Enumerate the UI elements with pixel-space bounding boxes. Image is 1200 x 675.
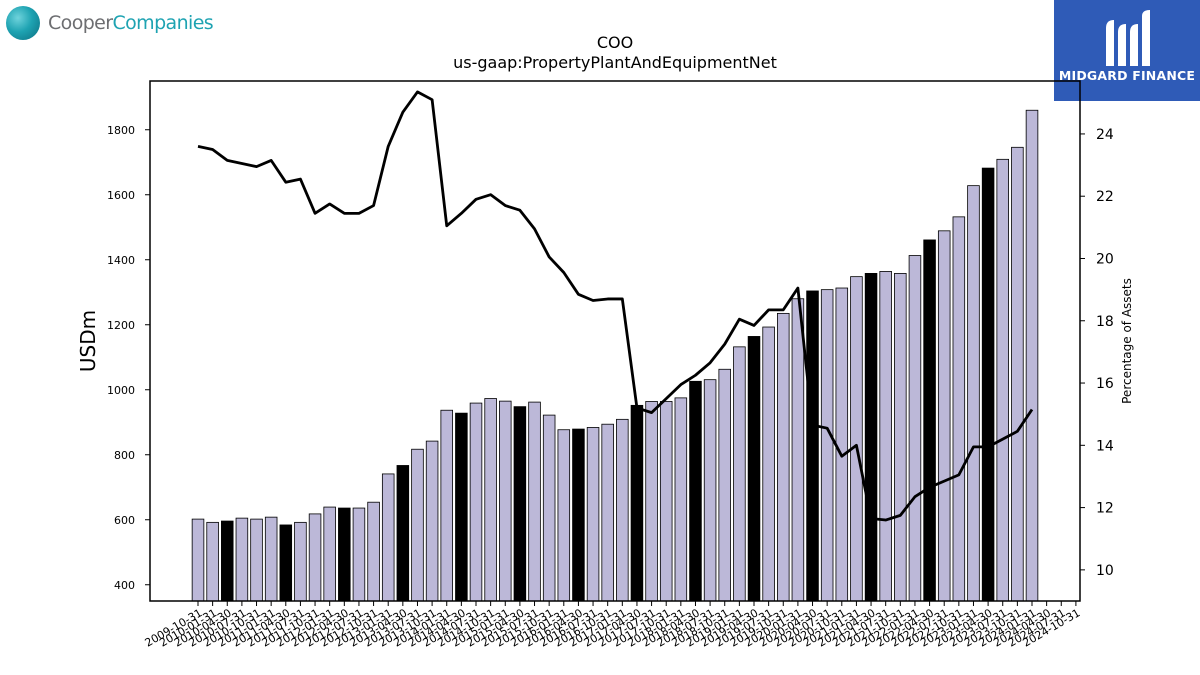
bar	[221, 520, 234, 602]
bar	[630, 404, 644, 602]
bar	[1025, 109, 1039, 602]
bar	[820, 289, 834, 602]
y-tick-label: 1800	[107, 124, 135, 137]
chart-subtitle: us-gaap:PropertyPlantAndEquipmentNet	[453, 53, 777, 72]
bar	[937, 230, 951, 602]
company-logo-name: CooperCompanies	[48, 12, 214, 34]
y2-tick-label: 20	[1096, 251, 1114, 267]
bar	[279, 524, 293, 602]
bar	[542, 414, 556, 602]
bar	[747, 336, 761, 602]
chart-title: COO	[597, 33, 633, 52]
bar	[425, 440, 439, 602]
bar	[411, 448, 424, 602]
bar	[879, 271, 892, 602]
bar	[908, 255, 922, 602]
bar	[689, 380, 702, 602]
bar	[952, 216, 966, 602]
bar	[777, 312, 790, 602]
bar	[864, 272, 878, 602]
y2-tick-label: 12	[1096, 501, 1114, 517]
y2-tick-label: 22	[1096, 189, 1114, 205]
y-tick-label: 600	[114, 514, 135, 527]
bar	[455, 412, 468, 602]
bar	[616, 418, 629, 602]
bar	[659, 401, 673, 602]
bar	[572, 428, 585, 602]
y-axis-left: 400 600 800 1000 1200 1400 1600 1800	[107, 124, 150, 592]
y-tick-label: 1400	[107, 254, 135, 267]
y-tick-label: 1000	[107, 384, 135, 397]
y2-tick-label: 24	[1096, 127, 1114, 143]
bar	[674, 397, 688, 602]
bar	[835, 287, 849, 602]
bar	[791, 298, 805, 602]
bar	[923, 239, 936, 602]
bar	[733, 346, 746, 602]
bar	[996, 158, 1009, 602]
bar	[235, 517, 249, 602]
bar	[718, 368, 731, 602]
y2-tick-label: 16	[1096, 376, 1114, 392]
bar	[323, 506, 336, 602]
bar	[850, 276, 863, 602]
bar	[894, 272, 907, 602]
y2-tick-label: 18	[1096, 314, 1114, 330]
plot-frame	[149, 80, 1081, 602]
y2-tick-label: 14	[1096, 438, 1114, 454]
bar	[967, 185, 980, 602]
globe-icon	[6, 6, 40, 40]
bar	[250, 518, 263, 602]
brand-name: MIDGARD FINANCE	[1058, 68, 1196, 83]
bar	[806, 290, 819, 602]
brand-mark-icon	[1106, 10, 1150, 66]
bar	[308, 513, 322, 602]
bar	[981, 167, 995, 602]
bar	[586, 427, 600, 602]
bar	[396, 465, 410, 602]
bar	[294, 521, 307, 602]
bar	[645, 401, 658, 602]
brand-logo: MIDGARD FINANCE	[1054, 0, 1200, 101]
bar	[440, 409, 453, 602]
bar	[352, 507, 366, 602]
y-tick-label: 1600	[107, 189, 135, 202]
bar	[601, 423, 614, 602]
bar	[557, 429, 571, 602]
bar	[513, 406, 527, 602]
y-tick-label: 1200	[107, 319, 135, 332]
y2-axis-label: Percentage of Assets	[1120, 278, 1134, 404]
bar	[1011, 146, 1024, 602]
bar	[528, 401, 541, 602]
bar	[338, 507, 351, 602]
x-axis: 2009-10-312010-01-312010-04-302010-07-31…	[143, 601, 1082, 650]
bar	[264, 516, 278, 602]
bar	[762, 326, 775, 602]
company-logo: CooperCompanies	[4, 4, 214, 44]
y-axis-label: USDm	[76, 310, 100, 372]
bar	[191, 518, 205, 602]
bar	[484, 398, 497, 602]
bar	[703, 379, 717, 602]
bar	[469, 402, 483, 602]
bar	[499, 400, 512, 602]
bar	[206, 521, 219, 602]
bar	[367, 501, 380, 602]
y-tick-label: 400	[114, 579, 135, 592]
bars	[191, 109, 1039, 602]
bar	[381, 473, 395, 602]
pct-assets-line	[197, 90, 1034, 522]
pct-assets-line-layer	[197, 90, 1034, 522]
y-tick-label: 800	[114, 449, 135, 462]
y-axis-right: 10 12 14 16 18 20 22 24	[1080, 127, 1114, 579]
y2-tick-label: 10	[1096, 563, 1114, 579]
